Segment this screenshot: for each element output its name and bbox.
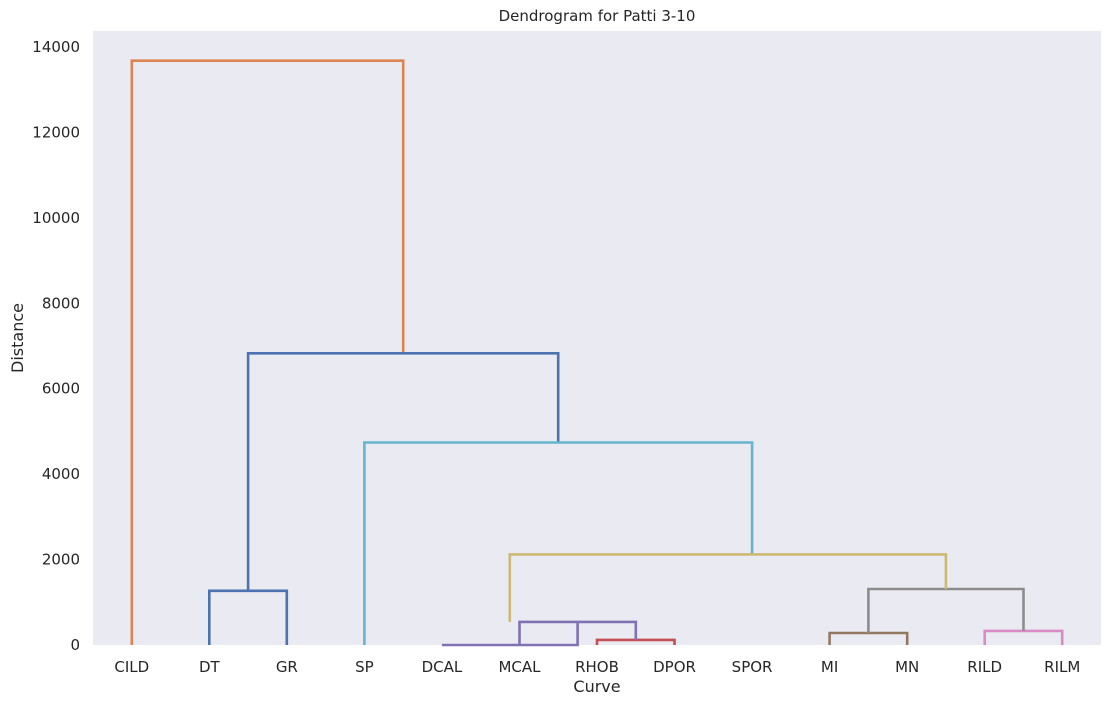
x-tick-label: MI bbox=[821, 658, 838, 676]
y-tick-label: 8000 bbox=[42, 294, 80, 312]
x-tick-label: GR bbox=[276, 658, 298, 676]
chart-title: Dendrogram for Patti 3-10 bbox=[499, 7, 696, 25]
x-axis-label: Curve bbox=[573, 677, 620, 696]
x-axis-ticks: CILD DT GR SP DCAL MCAL RHOB DPOR SPOR MI MN RILD RI… bbox=[114, 658, 1080, 676]
x-tick-label: RILD bbox=[967, 658, 1002, 676]
x-tick-label: MCAL bbox=[498, 658, 541, 676]
y-axis-label: Distance bbox=[8, 303, 27, 373]
x-tick-label: DPOR bbox=[653, 658, 696, 676]
y-tick-label: 12000 bbox=[32, 123, 80, 141]
link-2 bbox=[246, 351, 560, 591]
x-tick-label: CILD bbox=[114, 658, 149, 676]
x-tick-label: SPOR bbox=[732, 658, 773, 676]
dendrogram-links bbox=[130, 59, 1064, 647]
x-tick-label: SP bbox=[355, 658, 374, 676]
link-10 bbox=[508, 553, 948, 622]
link-0 bbox=[130, 59, 405, 645]
y-tick-label: 14000 bbox=[32, 38, 80, 56]
x-tick-label: DT bbox=[199, 658, 221, 676]
link-6 bbox=[441, 621, 579, 647]
y-tick-label: 6000 bbox=[42, 380, 80, 398]
x-tick-label: RILM bbox=[1044, 658, 1080, 676]
y-tick-label: 4000 bbox=[42, 465, 80, 483]
y-tick-label: 0 bbox=[70, 636, 80, 654]
x-tick-label: DCAL bbox=[422, 658, 463, 676]
x-tick-label: RHOB bbox=[575, 658, 619, 676]
plot-area bbox=[93, 31, 1101, 645]
x-tick-label: MN bbox=[895, 658, 919, 676]
y-tick-label: 10000 bbox=[32, 209, 80, 227]
link-3 bbox=[363, 441, 754, 645]
y-axis-ticks: 0 2000 4000 6000 8000 10000 12000 14000 bbox=[32, 38, 80, 654]
y-tick-label: 2000 bbox=[42, 551, 80, 569]
